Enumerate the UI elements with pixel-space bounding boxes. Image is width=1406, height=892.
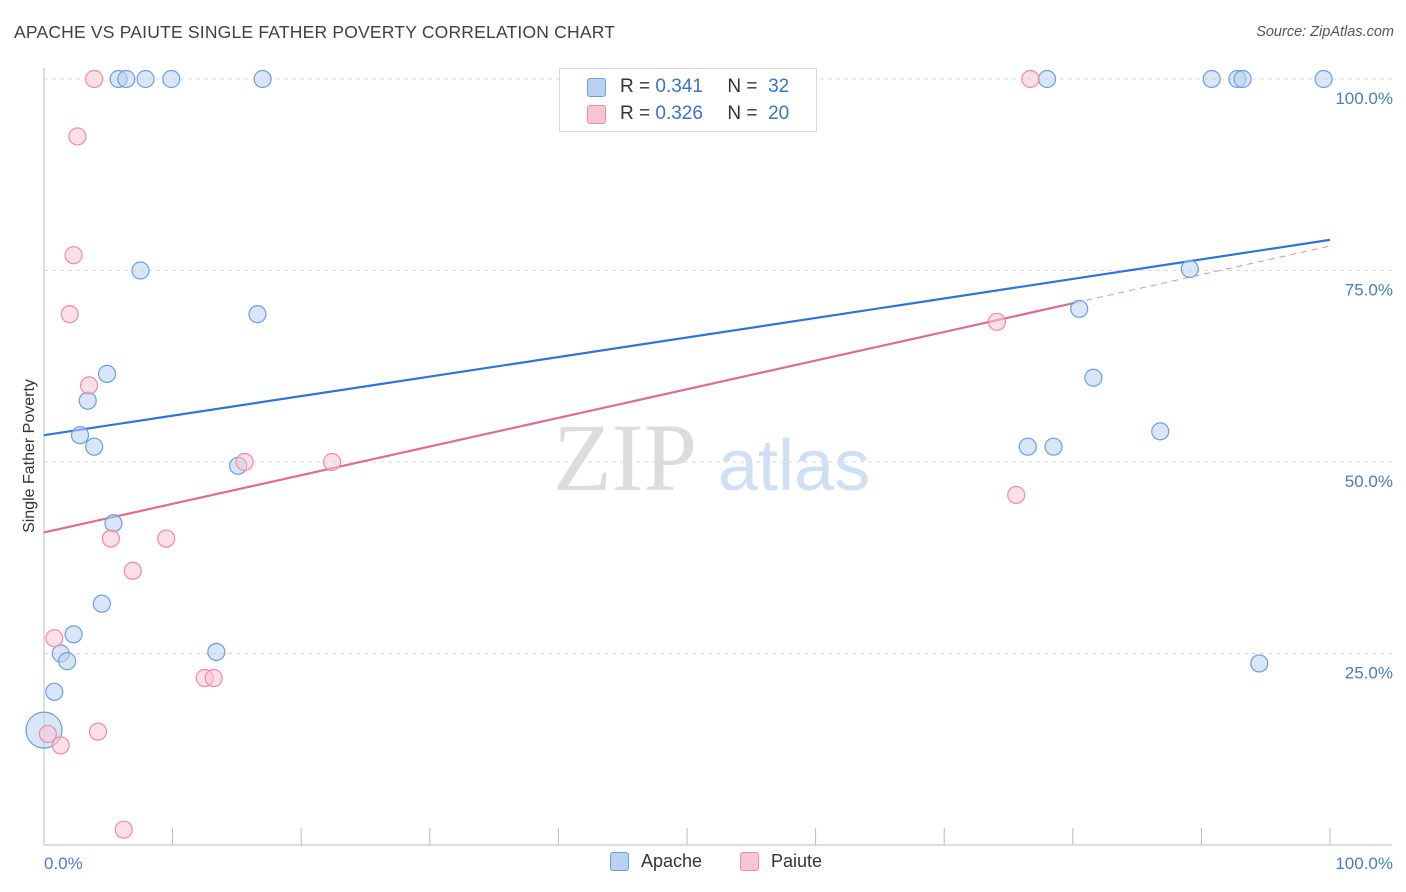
apache-point bbox=[1018, 437, 1037, 456]
paiute-legend-swatch bbox=[740, 852, 759, 871]
x-tick-label: 0.0% bbox=[44, 854, 83, 873]
stats-legend: R = 0.341 N = 32 R = 0.326 N = 20 bbox=[559, 68, 817, 132]
paiute-n-label: N = bbox=[727, 103, 758, 124]
series-legend: Apache Paiute bbox=[0, 851, 1406, 877]
apache-point bbox=[248, 305, 267, 324]
apache-point bbox=[104, 514, 123, 533]
apache-point bbox=[1070, 299, 1089, 318]
tick-labels: 25.0% 50.0% 75.0% 100.0% 0.0% 100.0% bbox=[44, 89, 1393, 873]
paiute-trend-line bbox=[43, 301, 1076, 534]
apache-swatch bbox=[587, 77, 606, 97]
apache-point bbox=[97, 364, 117, 384]
watermark: ZIP atlas bbox=[553, 404, 870, 511]
apache-legend-label: Apache bbox=[641, 851, 703, 871]
watermark-atlas: atlas bbox=[718, 426, 870, 506]
apache-point bbox=[117, 69, 136, 89]
paiute-point bbox=[1007, 485, 1026, 505]
apache-point bbox=[58, 652, 77, 671]
apache-point bbox=[207, 642, 226, 662]
apache-point bbox=[85, 437, 104, 456]
apache-point bbox=[45, 682, 64, 701]
gridlines bbox=[44, 78, 1392, 654]
paiute-point bbox=[60, 305, 79, 324]
apache-point bbox=[64, 625, 83, 644]
apache-point bbox=[70, 426, 90, 445]
apache-n-label: N = bbox=[727, 76, 758, 97]
chart-title: APACHE VS PAIUTE SINGLE FATHER POVERTY C… bbox=[14, 22, 616, 42]
apache-point bbox=[1044, 437, 1063, 456]
paiute-point bbox=[101, 529, 120, 548]
apache-point bbox=[78, 391, 97, 410]
apache-point bbox=[1233, 69, 1252, 89]
data-points bbox=[25, 69, 1333, 839]
apache-point bbox=[162, 69, 181, 89]
paiute-point bbox=[987, 312, 1007, 331]
y-tick-label: 50.0% bbox=[1345, 472, 1393, 491]
apache-point bbox=[1151, 422, 1170, 441]
paiute-legend-label: Paiute bbox=[771, 851, 823, 871]
apache-point bbox=[1314, 69, 1333, 89]
apache-point bbox=[1250, 654, 1269, 673]
paiute-point bbox=[68, 127, 87, 146]
paiute-r-label: R = bbox=[620, 103, 651, 124]
paiute-point bbox=[114, 820, 133, 839]
paiute-point bbox=[157, 529, 176, 548]
paiute-point bbox=[64, 246, 83, 265]
apache-r-value: 0.341 bbox=[655, 76, 703, 97]
apache-point bbox=[1180, 259, 1199, 279]
paiute-point bbox=[79, 376, 99, 395]
apache-point bbox=[92, 594, 111, 613]
apache-point bbox=[1037, 69, 1057, 89]
paiute-point bbox=[38, 724, 57, 744]
trend-lines bbox=[43, 238, 1331, 534]
legend-row-apache: R = 0.341 N = 32 bbox=[560, 73, 789, 101]
apache-point bbox=[136, 69, 155, 89]
legend-item-paiute[interactable]: Paiute bbox=[740, 851, 822, 872]
apache-n-value: 32 bbox=[768, 76, 790, 97]
paiute-swatch bbox=[587, 104, 606, 124]
y-tick-label: 100.0% bbox=[1335, 89, 1393, 108]
apache-point bbox=[1202, 69, 1221, 89]
paiute-point bbox=[45, 629, 64, 648]
legend-row-paiute: R = 0.326 N = 20 bbox=[560, 100, 789, 128]
paiute-point bbox=[88, 722, 108, 741]
paiute-point bbox=[322, 452, 342, 472]
paiute-point bbox=[85, 69, 104, 89]
apache-r-label: R = bbox=[620, 76, 651, 97]
paiute-point bbox=[1021, 69, 1040, 89]
source-label: Source: ZipAtlas.com bbox=[1256, 24, 1394, 40]
y-tick-label: 75.0% bbox=[1345, 281, 1393, 300]
y-tick-label: 25.0% bbox=[1345, 664, 1393, 683]
paiute-n-value: 20 bbox=[768, 103, 790, 124]
paiute-point bbox=[204, 668, 223, 688]
paiute-point bbox=[51, 736, 70, 755]
paiute-r-value: 0.326 bbox=[655, 103, 703, 124]
paiute-point bbox=[235, 452, 254, 472]
apache-point bbox=[253, 69, 272, 89]
x-tick-label: 100.0% bbox=[1335, 854, 1393, 873]
legend-item-apache[interactable]: Apache bbox=[610, 851, 702, 872]
apache-point bbox=[131, 261, 150, 280]
apache-trend-line bbox=[43, 238, 1331, 437]
watermark-zip: ZIP bbox=[553, 404, 697, 511]
paiute-point bbox=[123, 561, 142, 580]
apache-point bbox=[1084, 368, 1103, 387]
apache-legend-swatch bbox=[610, 852, 629, 871]
paiute-trend-extension bbox=[1075, 245, 1331, 304]
y-axis-label: Single Father Poverty bbox=[21, 379, 38, 533]
